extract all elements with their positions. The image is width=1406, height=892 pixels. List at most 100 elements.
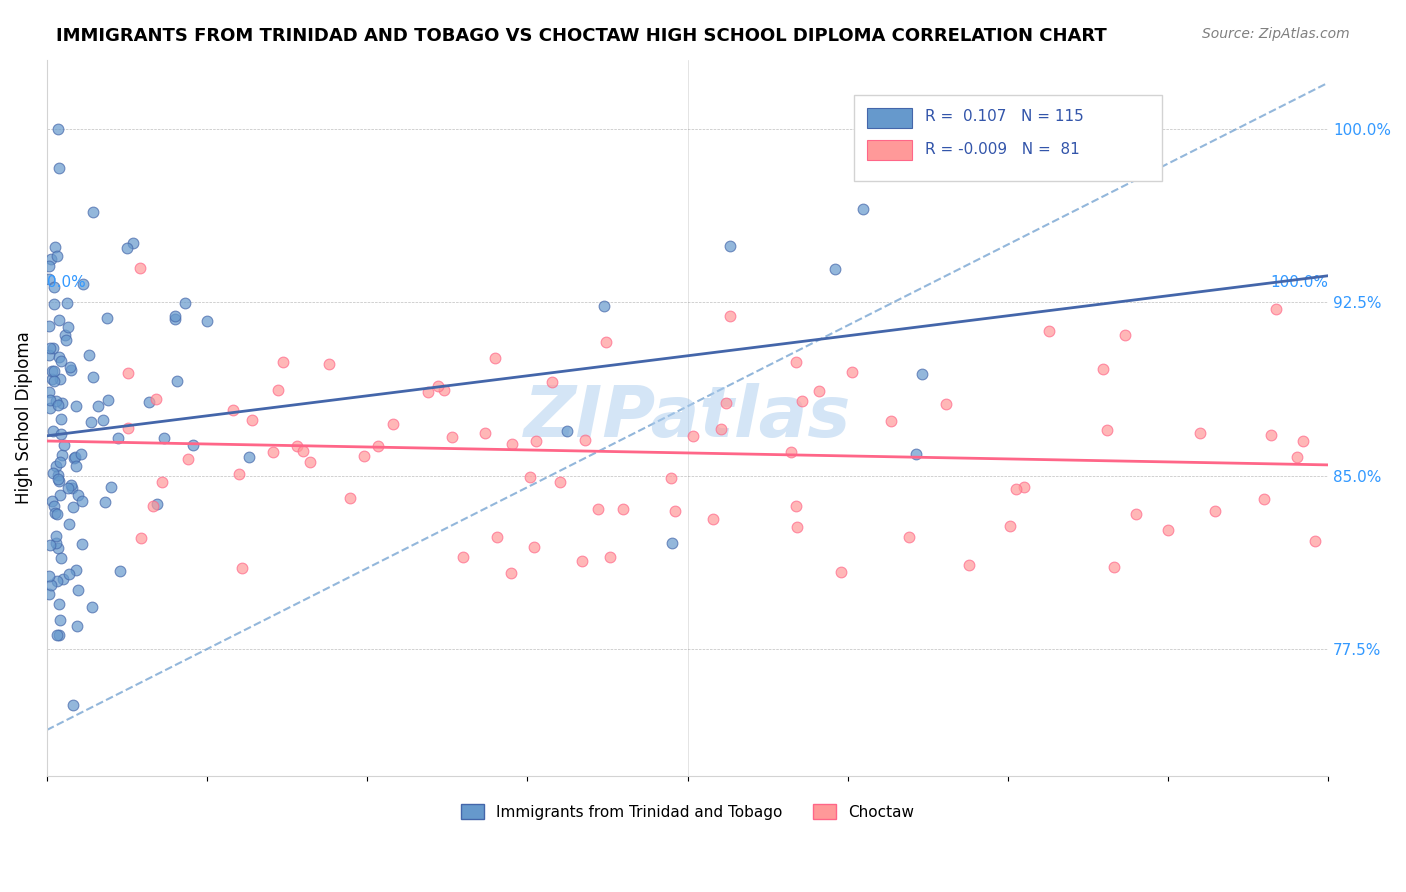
Point (91, 413, 114, 427)
Point (70, 447, 93, 461)
Legend: Immigrants from Trinidad and Tobago, Choctaw: Immigrants from Trinidad and Tobago, Cho… (454, 797, 921, 826)
Point (42, 466, 65, 480)
Point (702, 512, 724, 526)
Point (524, 434, 547, 448)
Point (231, 560, 253, 574)
Point (38, 259, 60, 273)
Point (46, 468, 69, 483)
Point (38, 348, 60, 362)
Point (1157, 523, 1180, 537)
Point (1305, 534, 1327, 549)
Point (58, 481, 80, 495)
Point (453, 550, 475, 565)
Point (1188, 425, 1211, 440)
Point (45, 536, 67, 550)
Point (53, 327, 76, 342)
Point (80, 415, 103, 429)
Point (107, 431, 129, 445)
Point (595, 334, 617, 349)
Point (586, 501, 609, 516)
Point (718, 309, 741, 323)
Point (1253, 492, 1275, 507)
Point (128, 260, 150, 275)
Point (117, 421, 139, 435)
Point (339, 491, 361, 505)
Point (46, 249, 69, 263)
Point (1102, 559, 1125, 574)
Point (87, 400, 110, 414)
Point (807, 384, 830, 398)
Point (38, 538, 60, 552)
Point (555, 424, 578, 438)
Point (165, 311, 187, 326)
Point (240, 413, 263, 427)
Point (785, 355, 807, 369)
Point (82, 369, 104, 384)
Text: IMMIGRANTS FROM TRINIDAD AND TOBAGO VS CHOCTAW HIGH SCHOOL DIPLOMA CORRELATION C: IMMIGRANTS FROM TRINIDAD AND TOBAGO VS C… (56, 27, 1107, 45)
Point (42, 279, 65, 293)
Point (142, 500, 165, 514)
Point (67, 488, 90, 502)
Point (46, 398, 69, 412)
Point (266, 383, 288, 397)
Point (571, 553, 593, 567)
Point (65, 399, 87, 413)
Point (318, 357, 340, 371)
Point (957, 558, 980, 573)
Point (42, 341, 65, 355)
Point (42, 296, 65, 310)
Point (852, 202, 875, 216)
Point (38, 272, 60, 286)
Point (440, 429, 463, 443)
Point (612, 502, 634, 516)
Point (484, 351, 506, 366)
Point (661, 536, 683, 550)
Point (416, 385, 439, 400)
Point (72, 493, 94, 508)
Point (45, 529, 67, 543)
Point (150, 475, 173, 489)
Point (56, 296, 79, 310)
Point (96, 310, 118, 325)
Point (911, 367, 934, 381)
Point (39, 252, 62, 266)
Point (291, 444, 314, 458)
Point (905, 447, 928, 461)
Point (55, 333, 77, 347)
Text: R = -0.009   N =  81: R = -0.009 N = 81 (925, 142, 1080, 157)
Point (60, 481, 83, 495)
Point (52, 573, 75, 587)
Point (1014, 480, 1036, 494)
Point (82, 599, 104, 614)
Text: 100.0%: 100.0% (1270, 275, 1329, 290)
Point (117, 366, 139, 380)
Point (163, 309, 186, 323)
Point (49, 455, 72, 469)
Point (51, 449, 73, 463)
Point (682, 428, 704, 442)
Point (427, 379, 450, 393)
Point (45, 393, 67, 408)
FancyBboxPatch shape (868, 140, 911, 160)
Point (70, 537, 93, 551)
Point (287, 439, 309, 453)
Point (49, 354, 72, 368)
Point (44, 240, 66, 254)
Point (790, 394, 813, 409)
FancyBboxPatch shape (853, 95, 1161, 181)
Point (1125, 508, 1147, 522)
Point (48, 474, 70, 488)
Point (66, 619, 89, 633)
Point (1291, 434, 1313, 448)
Point (48, 161, 70, 175)
Point (1260, 428, 1282, 442)
Point (1095, 423, 1118, 437)
Point (177, 452, 200, 467)
Point (51, 396, 73, 410)
Point (153, 431, 176, 445)
Point (59, 360, 82, 375)
Point (38, 568, 60, 582)
Point (485, 530, 508, 544)
Point (998, 518, 1021, 533)
Point (58, 517, 80, 532)
